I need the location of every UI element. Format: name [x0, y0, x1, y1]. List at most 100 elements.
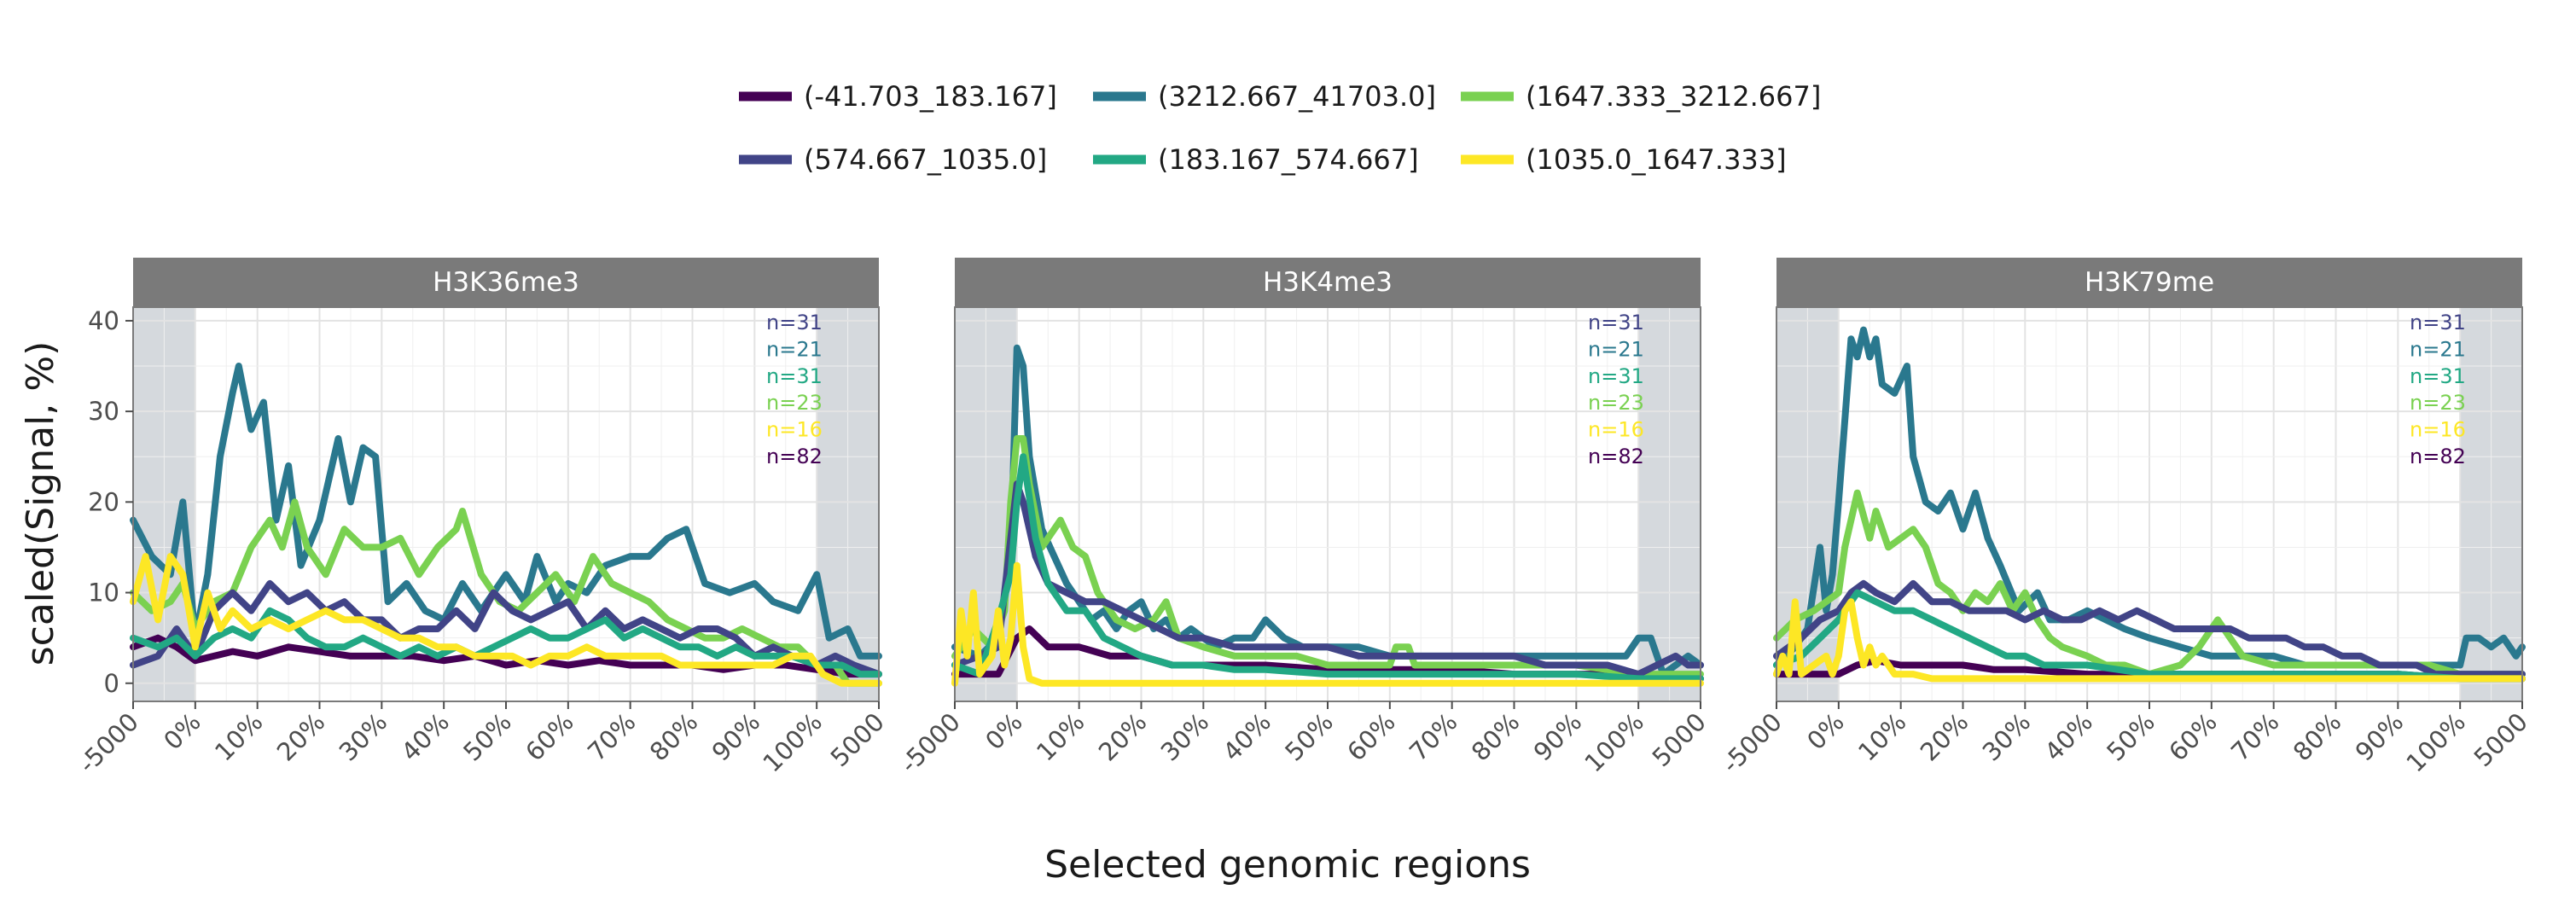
- legend-entry: (1647.333_3212.667]: [1461, 80, 1821, 113]
- series-line-1647-333-3212-667: [130, 498, 882, 687]
- n-label: n=82: [1588, 445, 1644, 468]
- facet-strip: [133, 258, 879, 307]
- n-label: n=31: [766, 364, 823, 388]
- x-tick-label: 70%: [1404, 707, 1463, 767]
- n-label: n=23: [2410, 391, 2466, 415]
- legend-label: (-41.703_183.167]: [804, 80, 1057, 113]
- x-tick-label: 20%: [271, 707, 331, 767]
- y-tick-label: 10: [88, 579, 119, 608]
- legend-label: (183.167_574.667]: [1158, 143, 1419, 176]
- series-line-3212-667-41703-0: [130, 363, 882, 660]
- legend-entry: (3212.667_41703.0]: [1093, 80, 1436, 113]
- series-lines: [130, 363, 882, 687]
- legend: (-41.703_183.167] (3212.667_41703.0] (1647…: [739, 80, 1821, 176]
- n-label: n=31: [2410, 311, 2466, 334]
- x-tick-label: 10%: [1031, 707, 1090, 767]
- n-label: n=21: [766, 337, 823, 361]
- facet-title: H3K79me: [2085, 267, 2214, 298]
- x-tick-label: 30%: [334, 707, 393, 767]
- x-tick-label: 50%: [2101, 707, 2160, 767]
- y-axis-title: scaled(Signal, %): [19, 341, 62, 666]
- x-tick-label: 0%: [158, 707, 206, 756]
- series-line-183-167-574-667: [1773, 589, 2526, 683]
- x-tick-label: 100%: [2400, 707, 2471, 778]
- x-tick-label: 80%: [2288, 707, 2347, 767]
- n-label: n=31: [1588, 364, 1644, 388]
- n-label: n=21: [2410, 337, 2466, 361]
- x-tick-label: 100%: [1579, 707, 1649, 778]
- facet-title: H3K4me3: [1263, 267, 1393, 298]
- x-axis: -5000 0% 10% 20% 30% 40% 50% 60% 70% 80% 90%100%50…: [894, 701, 1712, 779]
- x-tick-label: 70%: [2225, 707, 2285, 767]
- facet-strip: [955, 258, 1701, 307]
- series-line-574-667-1035-0: [1773, 579, 2526, 678]
- n-label: n=31: [1588, 311, 1644, 334]
- x-tick-label: 60%: [520, 707, 579, 767]
- y-tick-label: 20: [88, 487, 119, 516]
- series-line-1647-333-3212-667: [1773, 489, 2526, 678]
- x-tick-label: 60%: [2163, 707, 2223, 767]
- n-label: n=82: [766, 445, 823, 468]
- series-line-1035-0-1647-333: [130, 553, 882, 687]
- x-tick-label: 80%: [644, 707, 704, 767]
- n-label: n=16: [1588, 418, 1644, 442]
- series-lines: [951, 344, 1704, 687]
- x-tick-label: -5000: [1716, 707, 1788, 779]
- x-tick-label: 70%: [582, 707, 642, 767]
- x-tick-label: -5000: [73, 707, 144, 779]
- x-axis: -5000 0% 10% 20% 30% 40% 50% 60% 70% 80% 90%100%50…: [1716, 701, 2533, 779]
- facet-strip: [1776, 258, 2522, 307]
- n-label: n=31: [2410, 364, 2466, 388]
- y-tick-label: 0: [104, 669, 119, 698]
- x-tick-label: 5000: [2468, 707, 2533, 772]
- n-label: n=82: [2410, 445, 2466, 468]
- n-label: n=31: [766, 311, 823, 334]
- x-axis: -5000 0% 10% 20% 30% 40% 50% 60% 70% 80% 90%100%50…: [73, 701, 890, 779]
- x-tick-label: 10%: [209, 707, 269, 767]
- y-axis: 0 10 20 30 40: [88, 306, 133, 698]
- y-tick-label: 30: [88, 397, 119, 426]
- x-tick-label: -5000: [894, 707, 966, 779]
- n-labels: n=31 n=21 n=31 n=23 n=16 n=82: [766, 311, 823, 468]
- legend-label: (1647.333_3212.667]: [1526, 80, 1821, 113]
- n-label: n=23: [766, 391, 823, 415]
- legend-label: (3212.667_41703.0]: [1158, 80, 1436, 113]
- x-tick-label: 0%: [1801, 707, 1850, 756]
- x-tick-label: 40%: [395, 707, 455, 767]
- x-tick-label: 30%: [1977, 707, 2037, 767]
- grid: [1776, 307, 2523, 701]
- x-tick-label: 50%: [457, 707, 517, 767]
- facet-title: H3K36me3: [433, 267, 579, 298]
- x-tick-label: 50%: [1279, 707, 1339, 767]
- series-line-1035-0-1647-333: [1773, 598, 2526, 683]
- x-tick-label: 20%: [1093, 707, 1153, 767]
- series-line-183-167-574-667: [951, 453, 1704, 683]
- x-tick-label: 100%: [757, 707, 828, 778]
- legend-entry: (574.667_1035.0]: [739, 143, 1047, 176]
- legend-label: (1035.0_1647.333]: [1526, 143, 1787, 176]
- x-tick-label: 80%: [1466, 707, 1526, 767]
- x-tick-label: 10%: [1852, 707, 1912, 767]
- legend-entry: (-41.703_183.167]: [739, 80, 1057, 113]
- y-tick-label: 40: [88, 306, 119, 335]
- x-tick-label: 5000: [825, 707, 890, 772]
- legend-entry: (1035.0_1647.333]: [1461, 143, 1787, 176]
- n-labels: n=31 n=21 n=31 n=23 n=16 n=82: [1588, 311, 1644, 468]
- x-tick-label: 40%: [1217, 707, 1276, 767]
- series-lines: [1773, 326, 2526, 683]
- x-tick-label: 30%: [1155, 707, 1215, 767]
- n-label: n=21: [1588, 337, 1644, 361]
- series-line-1035-0-1647-333: [951, 561, 1704, 687]
- n-label: n=23: [1588, 391, 1644, 415]
- x-axis-title: Selected genomic regions: [1044, 843, 1531, 887]
- legend-label: (574.667_1035.0]: [804, 143, 1047, 176]
- x-tick-label: 40%: [2038, 707, 2098, 767]
- x-tick-label: 20%: [1915, 707, 1974, 767]
- x-tick-label: 0%: [980, 707, 1028, 756]
- n-labels: n=31 n=21 n=31 n=23 n=16 n=82: [2410, 311, 2466, 468]
